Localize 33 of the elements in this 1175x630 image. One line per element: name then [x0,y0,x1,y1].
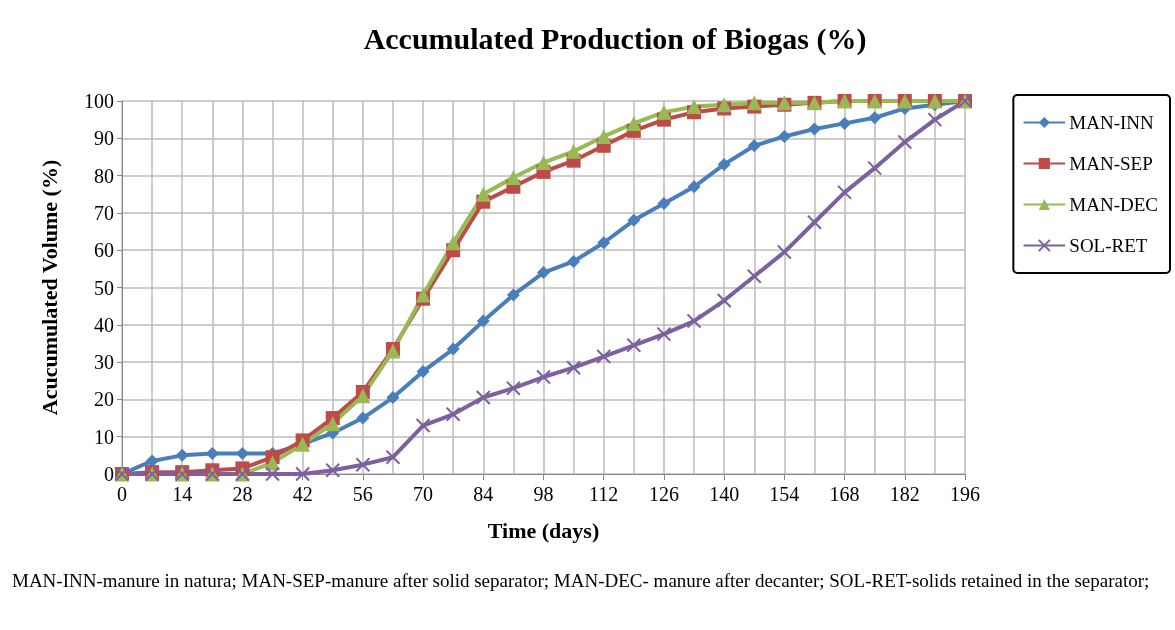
y-tick-label: 80 [94,164,114,187]
chart-title: Accumulated Production of Biogas (%) [363,21,867,56]
x-tick-label: 98 [533,483,554,505]
x-tick-label: 56 [352,483,373,505]
x-tick-label: 154 [769,483,800,505]
y-tick-label: 20 [94,388,114,411]
x-tick-label: 126 [648,483,679,505]
x-tick-label: 28 [232,483,253,505]
x-tick-label: 84 [473,483,494,505]
y-tick-label: 70 [94,201,114,224]
y-tick-label: 40 [94,313,114,336]
legend-label: MAN-SEP [1069,153,1153,174]
y-tick-label: 10 [94,425,114,448]
x-tick-label: 70 [413,483,434,505]
y-tick-label: 50 [94,276,114,299]
x-axis-title: Time (days) [487,517,600,543]
y-tick-label: 60 [94,239,114,262]
y-tick-label: 90 [94,127,114,150]
legend-label: MAN-INN [1069,112,1155,133]
y-tick-label: 0 [104,463,114,485]
y-tick-label: 100 [84,90,114,112]
legend-label: MAN-DEC [1069,194,1159,215]
x-tick-label: 196 [950,483,980,505]
x-tick-label: 112 [589,483,619,505]
x-tick-label: 42 [292,483,313,505]
x-tick-label: 140 [709,483,740,505]
y-axis-title: Acucumulated Volume (%) [36,159,62,416]
x-tick-label: 14 [172,483,193,505]
text: MAN-INN-manure in natura; MAN-SEP-manure after solid separator; MAN-DEC- manure after decanter; SOL-RET-solids retained in the separator; [12,569,1150,591]
legend-label: SOL-RET [1069,235,1148,256]
x-tick-label: 182 [889,483,920,505]
y-tick-label: 30 [94,351,114,374]
x-tick-label: 168 [829,483,860,505]
